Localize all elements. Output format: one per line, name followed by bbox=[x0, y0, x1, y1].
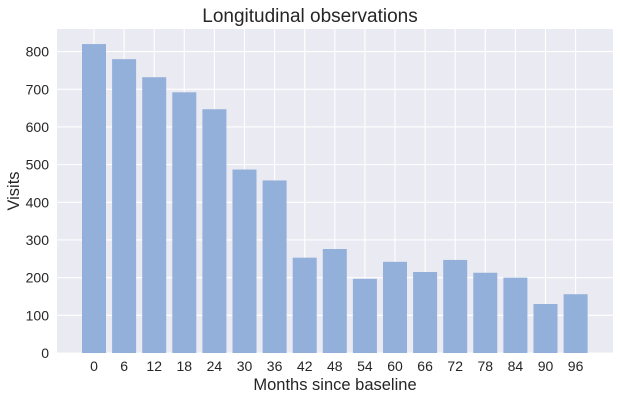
y-tick-labels: 0 100 200 300 400 500 600 700 800 bbox=[26, 44, 50, 361]
bars bbox=[82, 44, 588, 354]
bar-78 bbox=[473, 272, 498, 353]
y-tick-label: 700 bbox=[26, 81, 50, 97]
x-tick-label: 0 bbox=[90, 358, 98, 374]
x-tick-label: 72 bbox=[447, 358, 463, 374]
x-tick-label: 60 bbox=[387, 358, 403, 374]
bar-42 bbox=[292, 257, 317, 353]
x-tick-label: 90 bbox=[538, 358, 554, 374]
bar-72 bbox=[443, 259, 468, 353]
y-tick-label: 800 bbox=[26, 44, 50, 60]
chart-title: Longitudinal observations bbox=[202, 6, 418, 27]
bar-24 bbox=[202, 109, 227, 353]
x-tick-label: 66 bbox=[417, 358, 433, 374]
y-tick-label: 0 bbox=[41, 345, 49, 361]
bar-90 bbox=[533, 304, 558, 353]
y-tick-label: 500 bbox=[26, 157, 50, 173]
x-tick-label: 54 bbox=[357, 358, 373, 374]
bar-30 bbox=[232, 169, 257, 353]
y-tick-label: 600 bbox=[26, 119, 50, 135]
x-tick-labels: 0 6 12 18 24 30 36 42 48 54 60 66 72 78 84 90 96 bbox=[90, 358, 583, 374]
bar-0 bbox=[82, 44, 106, 354]
x-tick-label: 18 bbox=[177, 358, 193, 374]
y-tick-label: 400 bbox=[26, 194, 50, 210]
x-tick-label: 42 bbox=[297, 358, 313, 374]
bar-36 bbox=[262, 180, 287, 353]
bar-12 bbox=[142, 77, 167, 353]
bar-54 bbox=[352, 278, 377, 353]
y-axis-label: Visits bbox=[5, 171, 23, 210]
x-tick-label: 24 bbox=[207, 358, 223, 374]
x-tick-label: 12 bbox=[146, 358, 162, 374]
bar-96 bbox=[563, 294, 588, 353]
bar-84 bbox=[503, 277, 528, 353]
x-tick-label: 48 bbox=[327, 358, 343, 374]
x-tick-label: 78 bbox=[478, 358, 494, 374]
y-tick-label: 300 bbox=[26, 232, 50, 248]
bar-6 bbox=[112, 59, 137, 354]
x-axis-label: Months since baseline bbox=[253, 376, 416, 394]
x-tick-label: 96 bbox=[568, 358, 584, 374]
bar-48 bbox=[322, 249, 347, 353]
x-tick-label: 84 bbox=[508, 358, 524, 374]
y-tick-label: 200 bbox=[26, 270, 50, 286]
x-tick-label: 6 bbox=[120, 358, 128, 374]
bar-60 bbox=[383, 261, 407, 353]
bar-66 bbox=[413, 272, 438, 353]
y-tick-label: 100 bbox=[26, 307, 50, 323]
x-tick-label: 30 bbox=[237, 358, 253, 374]
x-tick-label: 36 bbox=[267, 358, 283, 374]
bar-18 bbox=[172, 92, 197, 353]
